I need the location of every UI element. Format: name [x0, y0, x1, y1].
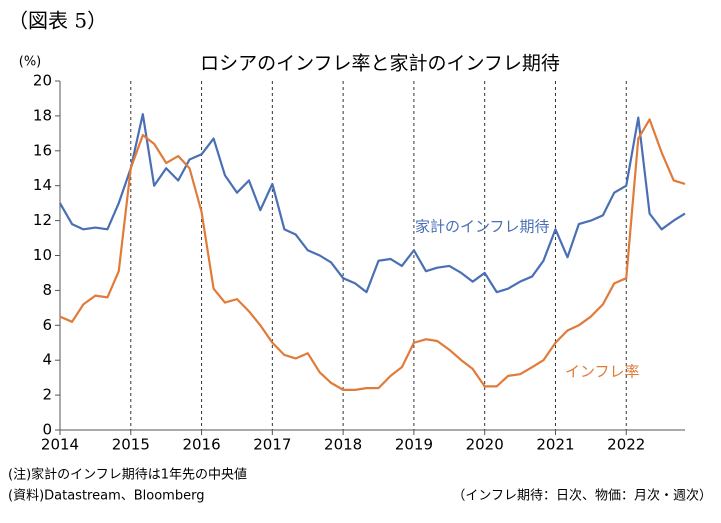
x-tick-label: 2016 — [182, 436, 220, 454]
chart-title: ロシアのインフレ率と家計のインフレ期待 — [200, 53, 560, 75]
x-tick-label: 2017 — [253, 436, 291, 454]
y-tick-label: 18 — [33, 106, 52, 124]
x-tick-label: 2015 — [112, 436, 150, 454]
y-tick-label: 10 — [33, 246, 52, 264]
x-tick-label: 2021 — [536, 436, 574, 454]
y-tick-label: 12 — [33, 211, 52, 229]
series-label: インフレ率 — [565, 363, 640, 381]
x-tick-label: 2014 — [41, 436, 79, 454]
note: （インフレ期待：日次、物価：月次・週次） — [452, 488, 712, 504]
y-tick-label: 8 — [42, 281, 52, 299]
header: （図表 5） — [8, 9, 107, 33]
x-tick-label: 2018 — [324, 436, 362, 454]
x-tick-label: 2019 — [395, 436, 433, 454]
x-tick-label: 2022 — [607, 436, 645, 454]
series-label: 家計のインフレ期待 — [415, 218, 550, 236]
note: (資料)Datastream、Bloomberg — [8, 489, 204, 504]
y-tick-label: 20 — [33, 72, 52, 90]
y-axis-label: (%) — [19, 55, 42, 70]
y-tick-label: 16 — [33, 141, 52, 159]
y-tick-label: 2 — [42, 386, 52, 404]
x-tick-label: 2020 — [466, 436, 504, 454]
y-tick-label: 0 — [42, 421, 52, 439]
y-tick-label: 4 — [42, 351, 52, 369]
note: (注)家計のインフレ期待は1年先の中央値 — [8, 467, 247, 483]
y-tick-label: 14 — [33, 176, 52, 194]
y-tick-label: 6 — [42, 316, 52, 334]
series-line — [59, 118, 686, 391]
series-line — [59, 113, 686, 294]
